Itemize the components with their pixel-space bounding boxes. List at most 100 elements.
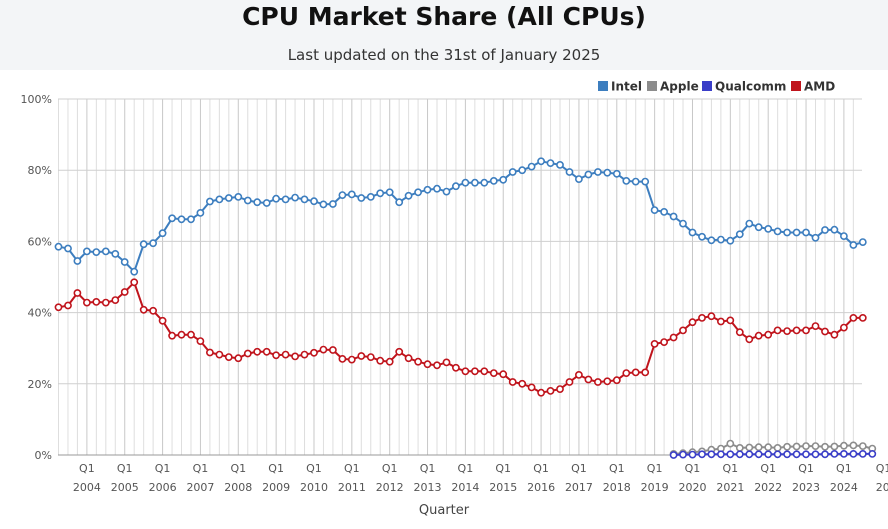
data-point-amd — [64, 301, 72, 310]
y-tick-label: 40% — [28, 307, 52, 320]
data-point-intel — [461, 178, 470, 187]
data-point-intel — [366, 192, 375, 201]
data-point-intel — [783, 228, 791, 237]
data-point-intel — [499, 175, 508, 184]
x-tick-year-label: 2005 — [111, 481, 139, 494]
data-point-intel — [584, 170, 593, 179]
data-point-intel — [594, 168, 602, 176]
data-point-intel — [698, 232, 706, 241]
data-point-amd — [404, 354, 413, 363]
data-point-intel — [149, 239, 157, 248]
data-point-qualcomm — [802, 450, 810, 459]
x-tick-quarter-label: Q1 — [79, 462, 95, 475]
data-point-amd — [754, 331, 763, 340]
x-tick-year-label: 2013 — [414, 481, 442, 494]
x-tick-year-label: 2020 — [678, 481, 706, 494]
data-point-amd — [622, 369, 631, 377]
x-tick-year-label: 2022 — [754, 481, 782, 494]
x-tick-year-label: 2021 — [716, 481, 744, 494]
data-point-intel — [650, 206, 659, 214]
data-point-amd — [92, 297, 101, 306]
x-tick-year-label: 2010 — [300, 481, 328, 494]
data-point-intel — [120, 258, 129, 266]
x-tick-year-label: 2008 — [224, 481, 252, 494]
x-tick-quarter-label: Q1 — [836, 462, 852, 475]
data-point-amd — [54, 303, 63, 312]
data-point-amd — [679, 326, 687, 335]
data-point-amd — [253, 347, 262, 356]
data-point-amd — [717, 317, 725, 326]
x-tick-year-label: 2012 — [376, 481, 404, 494]
data-point-qualcomm — [868, 449, 877, 458]
data-point-amd — [631, 368, 640, 377]
data-point-intel — [840, 232, 848, 240]
data-point-intel — [442, 187, 451, 196]
data-point-amd — [811, 322, 820, 330]
data-point-amd — [101, 298, 110, 307]
data-point-intel — [802, 228, 810, 237]
data-point-qualcomm — [726, 450, 735, 459]
data-point-amd — [243, 349, 252, 358]
data-point-apple — [802, 442, 810, 450]
data-point-amd — [556, 385, 564, 393]
data-point-amd — [187, 330, 195, 339]
data-point-amd — [707, 312, 716, 321]
data-point-intel — [821, 226, 829, 234]
data-point-intel — [347, 190, 356, 199]
data-point-intel — [707, 236, 716, 245]
data-point-intel — [480, 178, 489, 187]
data-point-amd — [366, 353, 375, 361]
data-point-apple — [726, 439, 735, 448]
data-point-amd — [802, 326, 810, 335]
data-point-apple — [735, 443, 744, 452]
data-point-amd — [205, 348, 214, 357]
data-point-intel — [735, 230, 744, 239]
data-point-intel — [83, 247, 91, 256]
data-point-amd — [783, 327, 791, 335]
data-point-amd — [196, 337, 205, 345]
data-point-intel — [527, 162, 536, 171]
data-point-amd — [291, 352, 299, 361]
data-point-intel — [262, 199, 271, 207]
data-point-qualcomm — [735, 450, 744, 459]
x-tick-year-label: 2017 — [565, 481, 593, 494]
x-tick-quarter-label: Q1 — [760, 462, 776, 475]
data-point-intel — [489, 176, 498, 185]
data-point-intel — [92, 248, 101, 256]
data-point-intel — [537, 157, 545, 166]
data-point-intel — [556, 160, 564, 169]
data-point-intel — [726, 236, 735, 245]
data-point-amd — [641, 368, 650, 377]
data-point-intel — [291, 193, 299, 202]
data-point-amd — [612, 376, 621, 385]
data-point-qualcomm — [688, 450, 697, 459]
x-tick-quarter-label: Q1 — [571, 462, 587, 475]
x-tick-year-label: 202 — [876, 481, 888, 494]
data-point-amd — [177, 330, 186, 339]
data-point-apple — [821, 442, 829, 451]
legend-label-intel: Intel — [611, 80, 642, 94]
data-point-intel — [773, 227, 782, 236]
data-point-amd — [745, 335, 754, 344]
x-tick-quarter-label: Q1 — [533, 462, 549, 475]
chart-header — [0, 0, 888, 70]
data-point-intel — [414, 188, 422, 197]
data-point-intel — [575, 175, 583, 183]
data-point-qualcomm — [764, 450, 773, 459]
data-point-amd — [83, 298, 91, 307]
data-point-intel — [423, 185, 432, 194]
data-point-qualcomm — [698, 450, 706, 459]
x-tick-quarter-label: Q1 — [723, 462, 739, 475]
data-point-qualcomm — [830, 449, 839, 458]
data-point-amd — [262, 347, 271, 356]
data-point-qualcomm — [773, 450, 782, 459]
data-point-amd — [319, 345, 328, 354]
x-tick-quarter-label: Q1 — [495, 462, 511, 475]
data-point-amd — [158, 316, 167, 325]
data-point-amd — [726, 316, 735, 325]
data-point-amd — [300, 350, 309, 359]
legend-swatch-apple — [647, 81, 657, 91]
data-point-intel — [717, 235, 725, 244]
data-point-amd — [735, 328, 744, 337]
data-point-amd — [499, 370, 508, 379]
